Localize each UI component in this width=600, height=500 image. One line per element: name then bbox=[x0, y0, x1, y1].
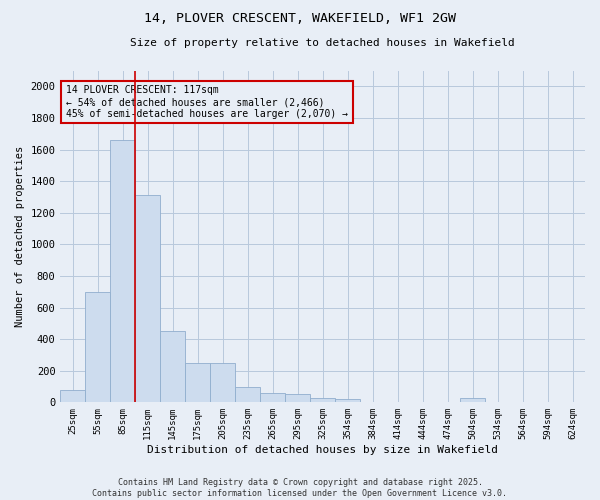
Y-axis label: Number of detached properties: Number of detached properties bbox=[15, 146, 25, 327]
Bar bbox=[61, 390, 85, 402]
Bar bbox=[210, 363, 235, 403]
Text: 14, PLOVER CRESCENT, WAKEFIELD, WF1 2GW: 14, PLOVER CRESCENT, WAKEFIELD, WF1 2GW bbox=[144, 12, 456, 26]
Bar bbox=[160, 331, 185, 402]
Bar bbox=[310, 398, 335, 402]
Bar bbox=[136, 196, 160, 402]
Text: 14 PLOVER CRESCENT: 117sqm
← 54% of detached houses are smaller (2,466)
45% of s: 14 PLOVER CRESCENT: 117sqm ← 54% of deta… bbox=[65, 86, 347, 118]
Bar bbox=[335, 399, 360, 402]
Bar bbox=[185, 363, 210, 403]
Bar bbox=[460, 398, 485, 402]
Bar bbox=[260, 393, 285, 402]
Text: Contains HM Land Registry data © Crown copyright and database right 2025.
Contai: Contains HM Land Registry data © Crown c… bbox=[92, 478, 508, 498]
Title: Size of property relative to detached houses in Wakefield: Size of property relative to detached ho… bbox=[130, 38, 515, 48]
Bar bbox=[235, 386, 260, 402]
Bar bbox=[285, 394, 310, 402]
Bar bbox=[110, 140, 136, 402]
Bar bbox=[85, 292, 110, 403]
X-axis label: Distribution of detached houses by size in Wakefield: Distribution of detached houses by size … bbox=[147, 445, 498, 455]
